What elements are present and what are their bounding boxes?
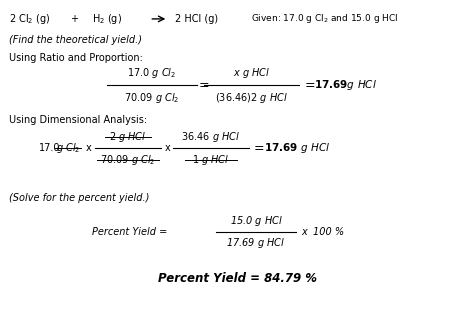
Text: +: + — [70, 14, 78, 24]
Text: $x$ $g$ $HCl$: $x$ $g$ $HCl$ — [233, 66, 270, 80]
Text: 17.69 $g$ $HCl$: 17.69 $g$ $HCl$ — [264, 141, 331, 155]
Text: 15.0 $g$ $HCl$: 15.0 $g$ $HCl$ — [229, 214, 283, 227]
Text: 2 Cl$_2$ (g): 2 Cl$_2$ (g) — [9, 12, 50, 26]
Text: (Find the theoretical yield.): (Find the theoretical yield.) — [9, 35, 142, 45]
Text: Percent Yield = 84.79 %: Percent Yield = 84.79 % — [157, 272, 317, 285]
Text: $(36.46)2$ $g$ $HCl$: $(36.46)2$ $g$ $HCl$ — [215, 91, 288, 105]
Text: $36.46$ $g$ $HCl$: $36.46$ $g$ $HCl$ — [182, 130, 240, 144]
Text: 17.69 $g$ $HCl$: 17.69 $g$ $HCl$ — [227, 236, 285, 250]
Text: =: = — [254, 141, 264, 155]
Text: $g$ $Cl_2$: $g$ $Cl_2$ — [56, 141, 80, 155]
Text: $1$ $g$ $HCl$: $1$ $g$ $HCl$ — [192, 153, 229, 167]
Text: H$_2$ (g): H$_2$ (g) — [92, 12, 122, 26]
Text: 17.0 $g$ $Cl_2$: 17.0 $g$ $Cl_2$ — [127, 66, 176, 80]
Text: (Solve for the percent yield.): (Solve for the percent yield.) — [9, 193, 149, 203]
Text: 70.09 $g$ $Cl_2$: 70.09 $g$ $Cl_2$ — [124, 91, 179, 105]
Text: 17.69$g$ $HCl$: 17.69$g$ $HCl$ — [314, 78, 377, 92]
Text: Using Ratio and Proportion:: Using Ratio and Proportion: — [9, 53, 142, 63]
Text: Given: 17.0 g Cl$_2$ and 15.0 g HCl: Given: 17.0 g Cl$_2$ and 15.0 g HCl — [251, 12, 399, 26]
Text: Percent Yield =: Percent Yield = — [92, 226, 168, 237]
Text: =: = — [199, 78, 209, 92]
Text: Using Dimensional Analysis:: Using Dimensional Analysis: — [9, 115, 146, 125]
Text: x: x — [165, 143, 171, 153]
Text: x: x — [85, 143, 91, 153]
Text: $2$ $g$ $HCl$: $2$ $g$ $HCl$ — [109, 130, 146, 144]
Text: 17.0: 17.0 — [39, 143, 60, 153]
Text: 2 HCl (g): 2 HCl (g) — [175, 14, 219, 24]
Text: 70.09 $g$ $Cl_2$: 70.09 $g$ $Cl_2$ — [100, 153, 155, 167]
Text: x  100 %: x 100 % — [301, 226, 344, 237]
Text: =: = — [304, 78, 315, 92]
